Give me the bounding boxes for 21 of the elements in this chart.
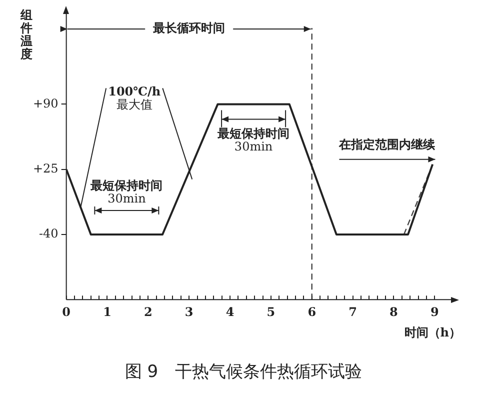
y-tick-label: +90 bbox=[32, 96, 58, 110]
x-tick-label: 4 bbox=[226, 304, 234, 319]
x-tick-label: 3 bbox=[184, 304, 194, 319]
x-tick-label: 6 bbox=[308, 304, 316, 319]
y-tick-label: +25 bbox=[32, 161, 58, 176]
x-tick-label: 2 bbox=[144, 304, 152, 319]
x-tick-label: 1 bbox=[103, 304, 112, 319]
x-tick-label: 8 bbox=[390, 304, 398, 319]
annotation: 最长循环时间 bbox=[152, 21, 226, 36]
annotation: 100℃/h 最大值 bbox=[108, 84, 161, 112]
y-axis-title: 组件温度 bbox=[19, 8, 32, 62]
y-tick-label: -40 bbox=[38, 226, 58, 241]
x-tick-label: 5 bbox=[266, 304, 276, 319]
x-axis-title: 时间（h） bbox=[404, 326, 461, 340]
annotation: 在指定范围内继续 bbox=[338, 137, 436, 152]
x-tick-label: 0 bbox=[62, 304, 71, 319]
x-tick-label: 7 bbox=[348, 304, 357, 319]
x-tick-label: 9 bbox=[430, 304, 439, 319]
annotation: 最短保持时间 30min bbox=[216, 126, 290, 154]
annotation: 最短保持时间 30min bbox=[90, 178, 163, 206]
text: 图 9 干热气候条件热循环试验 bbox=[124, 361, 364, 383]
